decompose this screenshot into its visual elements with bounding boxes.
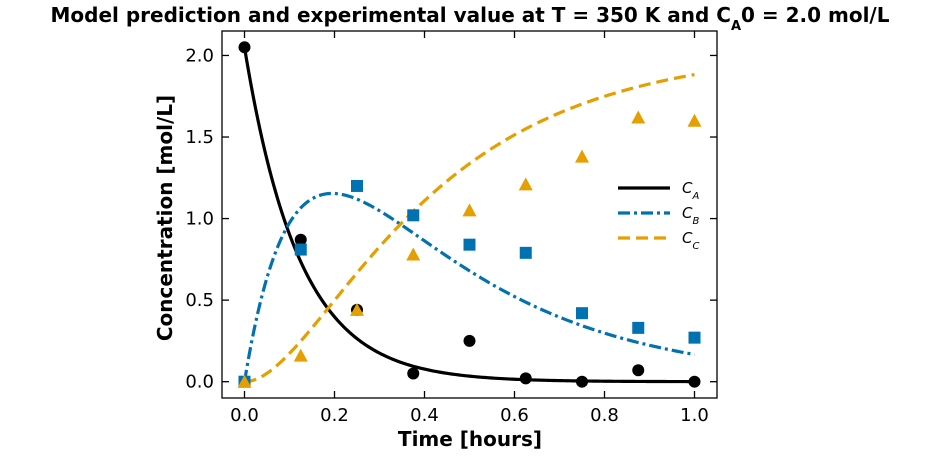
data-point-c-c [575, 149, 589, 163]
y-tick-label: 0.0 [185, 372, 214, 393]
chart-title: Model prediction and experimental value … [51, 3, 890, 34]
legend-label-c-a: CA [682, 179, 699, 202]
data-point-c-a [463, 334, 476, 347]
series-line-c-a [242, 47, 695, 384]
data-point-c-c [406, 247, 421, 261]
plot-area [237, 41, 702, 388]
data-point-c-c [518, 177, 533, 191]
data-point-c-a [294, 233, 307, 246]
data-point-c-c [462, 203, 477, 217]
data-point-c-b [519, 246, 532, 259]
x-tick-label: 0.4 [410, 405, 439, 426]
x-tick-label: 1.0 [680, 405, 709, 426]
y-tick-label: 1.5 [185, 127, 214, 148]
data-point-c-a [576, 375, 588, 388]
y-axis-label: Concentration [mol/L] [153, 95, 177, 341]
data-point-c-c [687, 113, 702, 127]
legend-label-c-c: CC [682, 229, 699, 252]
data-point-c-c [350, 302, 364, 316]
x-tick-label: 0.2 [320, 405, 349, 426]
x-axis-label: Time [hours] [398, 427, 542, 451]
data-point-c-b [688, 331, 701, 344]
plot-frame [221, 30, 718, 399]
data-point-c-a [238, 41, 251, 54]
legend-label-c-b: CB [682, 204, 699, 227]
data-point-c-c [293, 348, 308, 362]
series-line-c-b [242, 191, 695, 382]
data-point-c-a [632, 364, 645, 377]
data-point-c-b [463, 238, 476, 251]
y-tick-label: 0.5 [185, 290, 214, 311]
data-point-c-c [631, 110, 646, 124]
data-point-c-a [688, 375, 701, 388]
data-point-c-b [576, 307, 588, 320]
x-tick-label: 0.0 [230, 405, 259, 426]
data-point-c-b [407, 209, 420, 222]
data-point-c-b [632, 321, 645, 334]
series-line-c-c [244, 73, 695, 384]
x-tick-label: 0.8 [590, 405, 619, 426]
data-point-c-a [407, 367, 420, 380]
data-point-c-a [519, 372, 532, 385]
data-point-c-b [351, 179, 363, 192]
data-point-c-b [294, 243, 307, 256]
y-tick-label: 1.0 [185, 209, 214, 230]
axes: 0.0 0.2 0.4 0.6 0.8 1.0 0.0 0.5 1.0 1.5 2.0 [185, 30, 718, 426]
x-tick-label: 0.6 [500, 405, 529, 426]
y-tick-label: 2.0 [185, 45, 214, 66]
data-point-c-c [237, 374, 252, 388]
